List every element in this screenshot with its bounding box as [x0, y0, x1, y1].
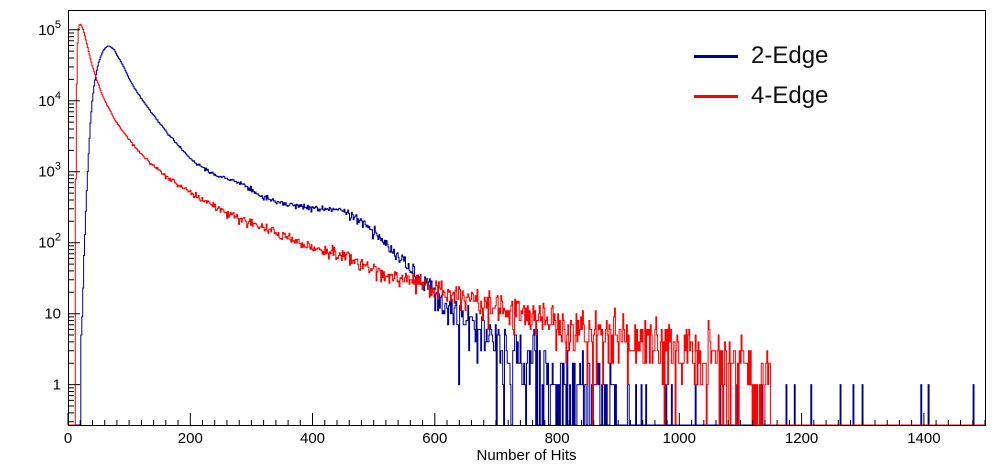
y-tick-label: 10: [44, 306, 61, 323]
legend: 2-Edge 4-Edge: [694, 40, 828, 112]
x-tick-label: 200: [178, 430, 203, 447]
y-tick-label: 1: [53, 377, 61, 394]
x-tick-label: 800: [545, 430, 570, 447]
legend-label-4-edge: 4-Edge: [751, 82, 829, 109]
legend-line-2-edge: [694, 54, 738, 58]
x-tick-label: 400: [300, 430, 325, 447]
legend-line-4-edge: [694, 94, 738, 98]
y-tick-label: 104: [38, 90, 61, 110]
x-tick-label: 1000: [663, 430, 696, 447]
x-tick-labels: 0 200 400 600 800 1000 1200 1400: [64, 430, 941, 447]
x-tick-label: 600: [422, 430, 447, 447]
y-tick-label: 105: [38, 19, 61, 39]
series-2-edge: [68, 45, 985, 426]
legend-label-2-edge: 2-Edge: [751, 42, 829, 69]
y-tick-label: 103: [38, 161, 61, 181]
axes: [67, 10, 986, 426]
series-4-edge: [68, 23, 985, 426]
legend-item-4-edge: 4-Edge: [694, 80, 828, 112]
x-tick-label: 0: [64, 430, 72, 447]
x-tick-label: 1200: [785, 430, 818, 447]
legend-item-2-edge: 2-Edge: [694, 40, 828, 72]
x-tick-label: 1400: [907, 430, 940, 447]
y-tick-labels: 1 10 102 103 104 105: [38, 19, 61, 394]
y-tick-label: 102: [38, 232, 61, 252]
x-axis-title: Number of Hits: [476, 447, 577, 464]
